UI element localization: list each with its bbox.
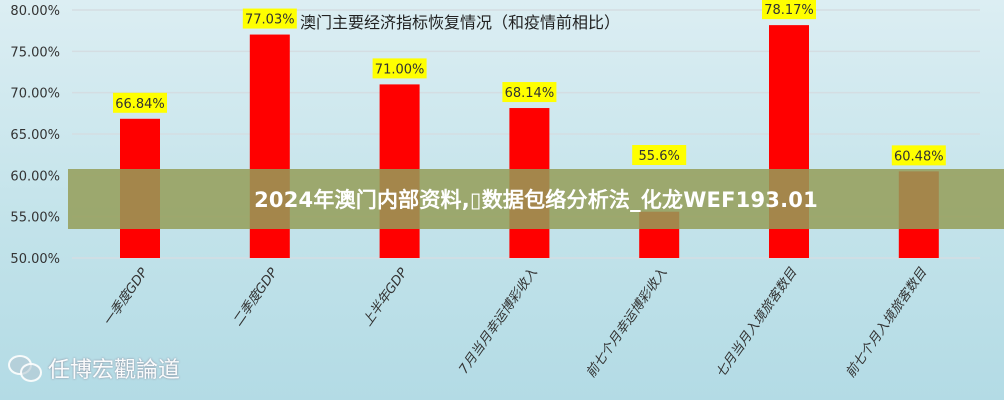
y-tick-label: 60.00% bbox=[10, 169, 60, 184]
y-tick-label: 80.00% bbox=[10, 4, 60, 19]
y-tick-label: 55.00% bbox=[10, 211, 60, 226]
overlay-banner: 2024年澳门内部资料,▯数据包络分析法_化龙WEF193.01 bbox=[68, 169, 1004, 229]
data-label-bg bbox=[372, 58, 427, 79]
x-tick-label: 前七个月幸运博彩收入 bbox=[584, 266, 671, 381]
x-tick-label: 7月当月幸运博彩收入 bbox=[457, 266, 541, 377]
data-label: 77.03% bbox=[245, 13, 295, 28]
data-label-bg bbox=[242, 8, 297, 29]
data-label-bg bbox=[113, 92, 167, 113]
banner-text: 2024年澳门内部资料,▯数据包络分析法_化龙WEF193.01 bbox=[254, 188, 818, 212]
data-label: 55.6% bbox=[639, 149, 680, 164]
y-tick-label: 70.00% bbox=[10, 87, 60, 102]
chart-title: 澳门主要经济指标恢复情况（和疫情前相比） bbox=[300, 13, 620, 32]
y-tick-label: 50.00% bbox=[10, 252, 60, 267]
y-tick-label: 75.00% bbox=[10, 45, 60, 60]
x-tick-label: 二季度GDP bbox=[230, 266, 281, 330]
data-label-bg bbox=[632, 145, 687, 165]
x-tick-label: 一季度GDP bbox=[101, 266, 152, 330]
x-tick-label: 七月当月入境旅客数目 bbox=[713, 264, 801, 380]
x-tick-label: 上半年GDP bbox=[360, 266, 411, 330]
data-label: 78.17% bbox=[764, 3, 814, 18]
data-label: 60.48% bbox=[894, 149, 944, 164]
data-label-bg bbox=[502, 82, 557, 103]
x-tick-label: 前七个月入境旅客数目 bbox=[842, 264, 930, 380]
data-label: 68.14% bbox=[505, 86, 555, 101]
data-label: 66.84% bbox=[115, 97, 165, 112]
data-label-bg bbox=[891, 145, 946, 166]
data-label-bg bbox=[762, 0, 816, 20]
wechat-icon bbox=[8, 353, 42, 383]
watermark-text: 任博宏觀論道 bbox=[48, 358, 181, 383]
y-tick-label: 65.00% bbox=[10, 128, 60, 143]
data-label: 71.00% bbox=[375, 62, 425, 77]
watermark: 任博宏觀論道 bbox=[8, 352, 180, 384]
